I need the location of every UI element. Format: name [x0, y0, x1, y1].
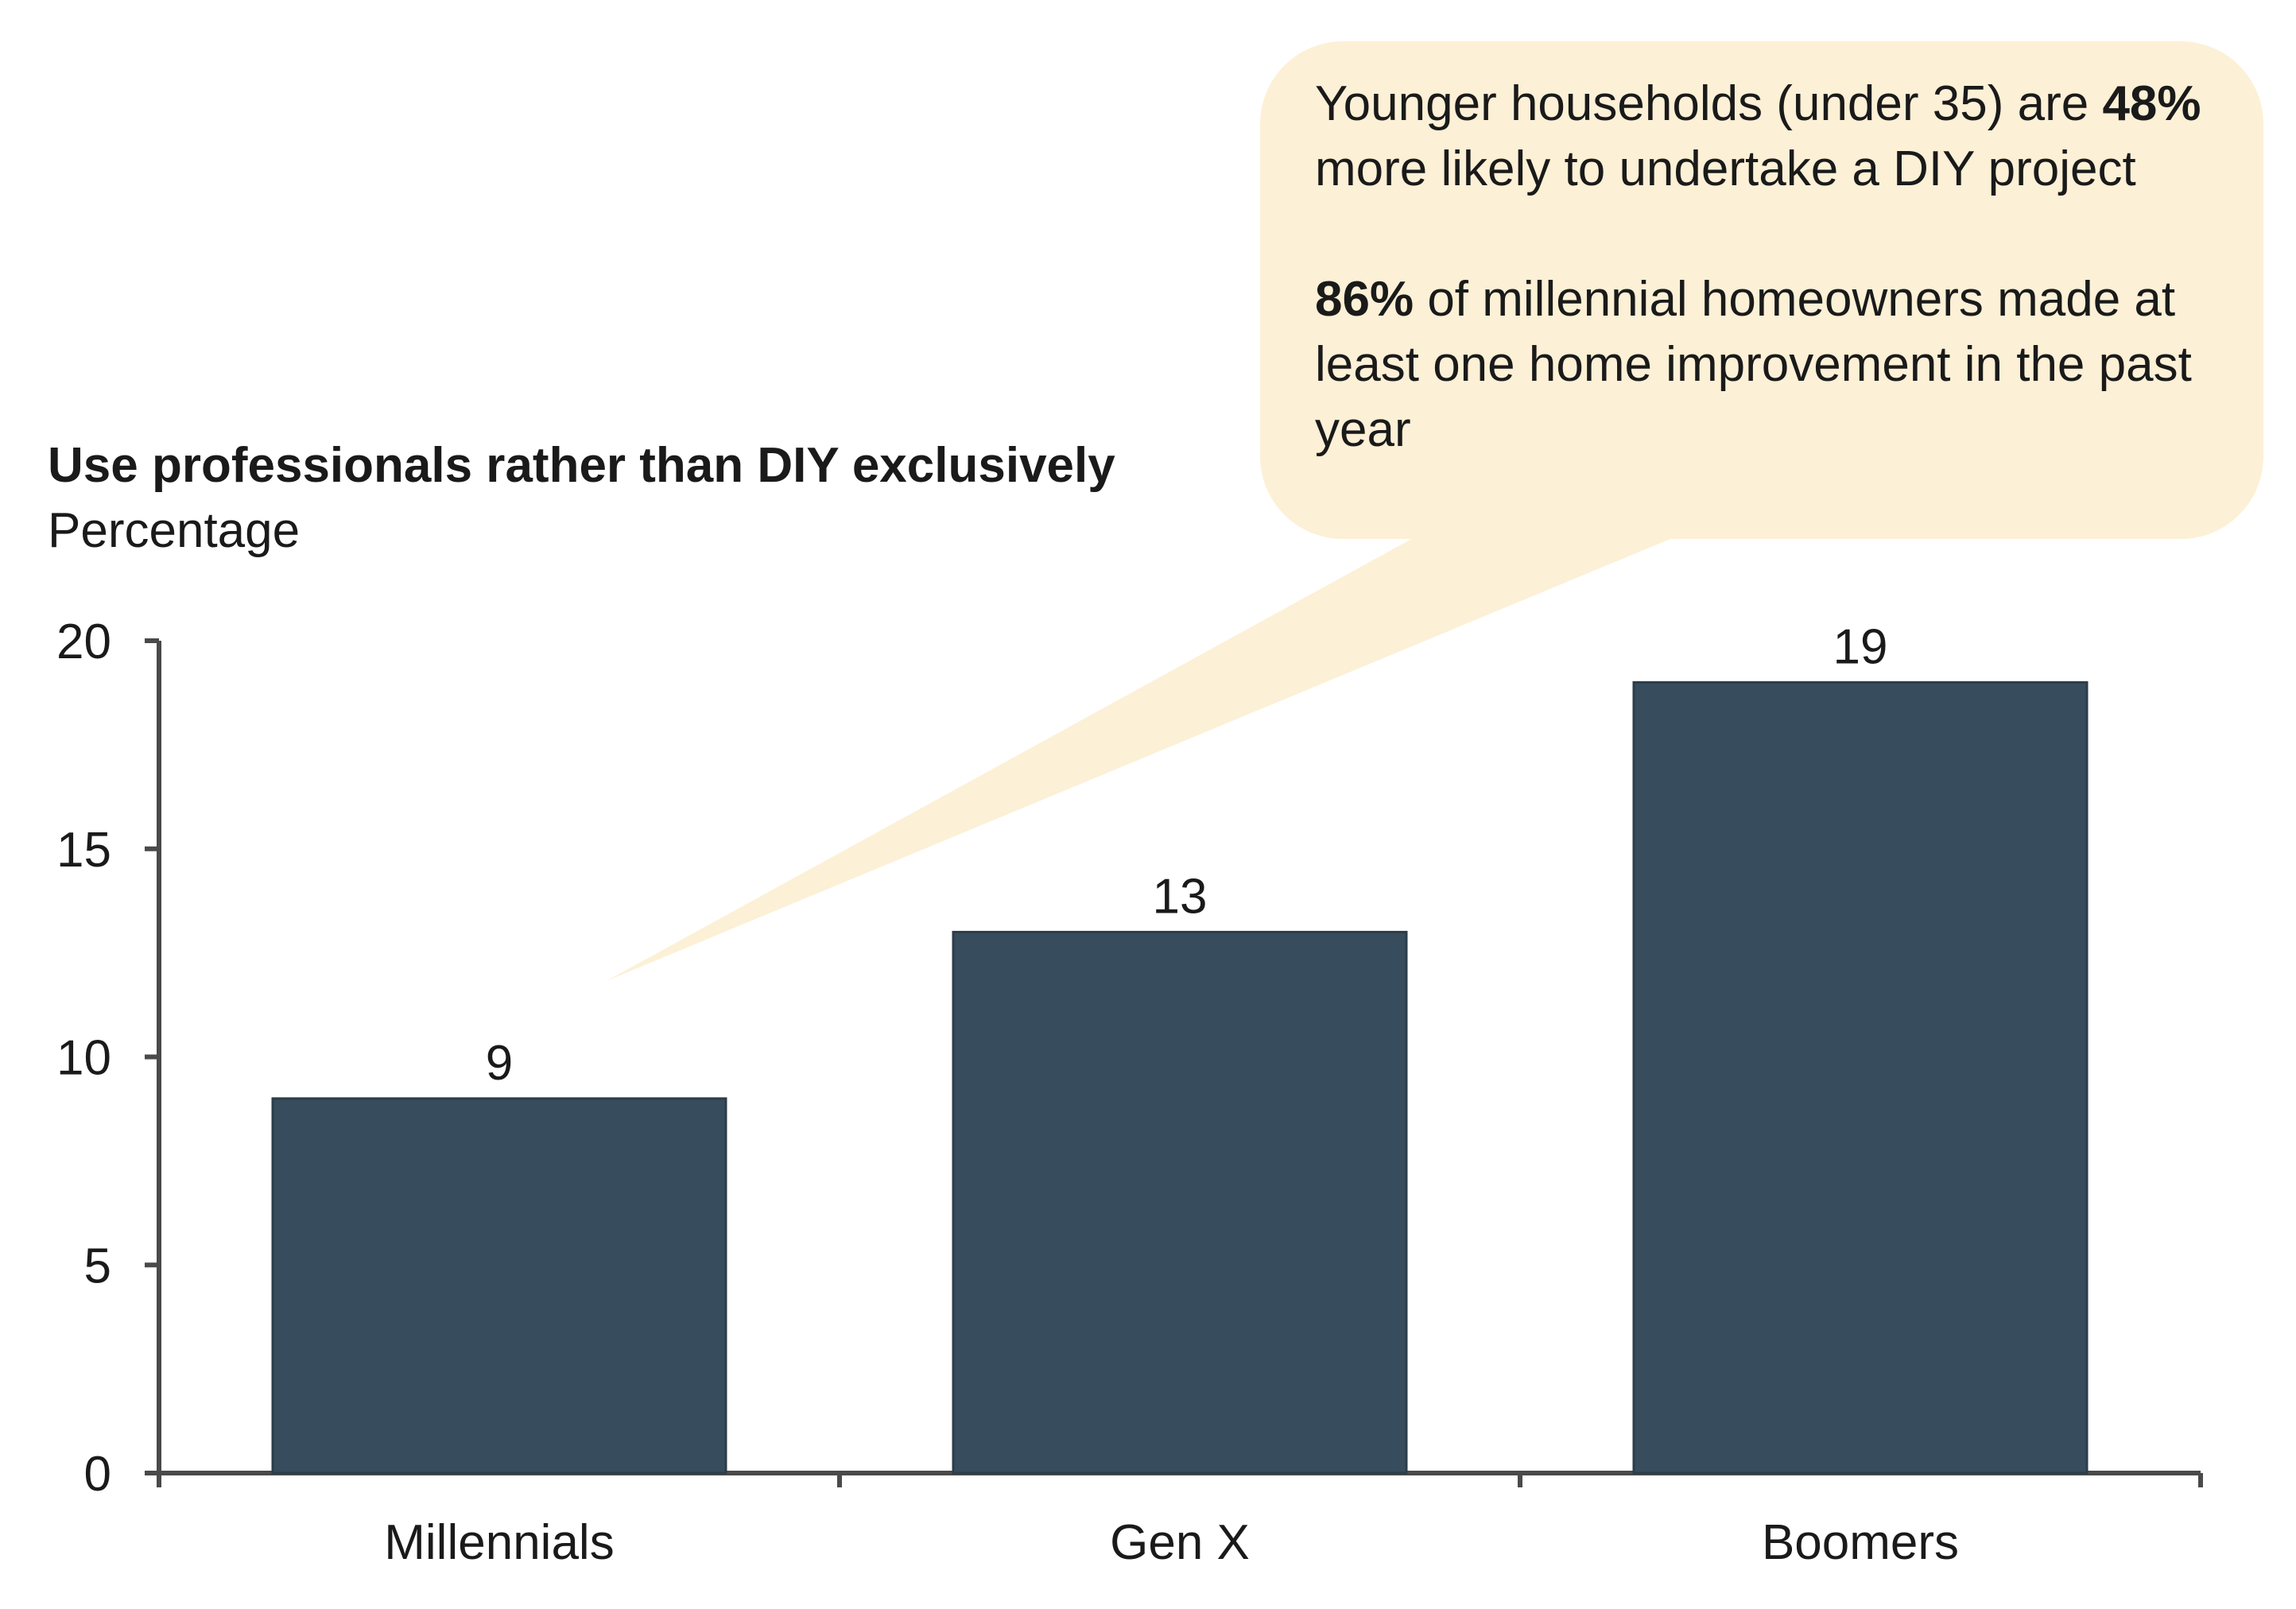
callout-text-2: of millennial homeowners made at least o…	[1315, 272, 2192, 457]
bar	[1632, 680, 2089, 1475]
bar	[271, 1097, 727, 1475]
y-tick-label: 10	[56, 1031, 111, 1086]
callout-paragraph-2: 86% of millennial homeowners made at lea…	[1315, 267, 2229, 463]
chart-subtitle: Percentage	[48, 503, 301, 558]
callout-bubble	[607, 41, 2263, 981]
x-tick-label: Millennials	[384, 1515, 614, 1570]
bar	[952, 930, 1408, 1475]
callout-box	[1260, 41, 2263, 539]
y-tick-label: 0	[84, 1447, 111, 1502]
y-tick-label: 15	[56, 823, 111, 878]
data-label: 13	[1153, 869, 1208, 924]
callout-text-1a: Younger households (under 35) are	[1315, 76, 2103, 131]
x-tick-label: Boomers	[1762, 1515, 1959, 1570]
y-tick-label: 20	[56, 615, 111, 669]
data-label: 19	[1833, 619, 1888, 674]
callout-pointer	[607, 533, 1685, 981]
callout-paragraph-1: Younger households (under 35) are 48% mo…	[1315, 72, 2229, 202]
callout-stat-48: 48%	[2102, 76, 2201, 131]
callout-stat-86: 86%	[1315, 272, 1414, 327]
y-tick-label: 5	[84, 1239, 111, 1293]
callout-text-1b: more likely to undertake a DIY project	[1315, 142, 2136, 196]
chart-title: Use professionals rather than DIY exclus…	[48, 438, 1115, 493]
data-label: 9	[486, 1036, 513, 1091]
callout-text: Younger households (under 35) are 48% mo…	[1315, 72, 2229, 463]
chart-labels: 0 5 10 15 20 9 Millennials 13 Gen X 19 Boomers	[56, 615, 1959, 1570]
x-tick-label: Gen X	[1110, 1515, 1250, 1570]
bar-group	[271, 680, 2089, 1475]
